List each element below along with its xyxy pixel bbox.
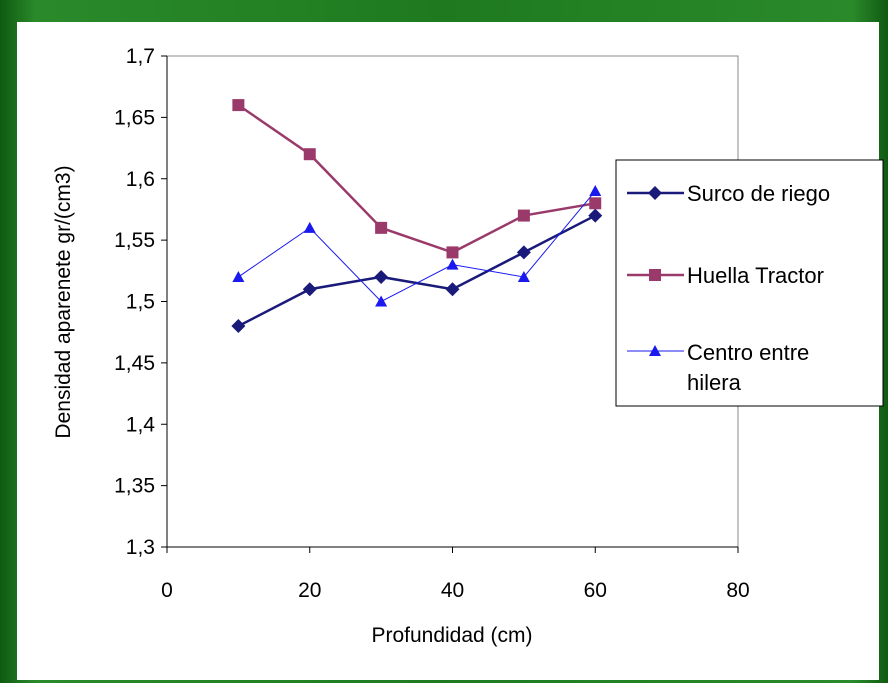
data-point <box>517 209 530 222</box>
legend-label-huella: Huella Tractor <box>687 263 824 288</box>
y-axis-title: Densidad aparenete gr/(cm3) <box>52 165 75 438</box>
y-tick-label: 1,45 <box>114 352 155 375</box>
x-tick-label: 80 <box>726 579 749 602</box>
data-point <box>303 221 316 233</box>
data-point <box>516 245 531 260</box>
data-point <box>446 246 459 259</box>
axes: 1,3 1,35 1,4 1,45 1,5 1,55 1,6 1,65 1,7 0 20 40 60 80 <box>114 45 750 602</box>
legend-box <box>615 159 884 407</box>
x-axis-title: Profundidad (cm) <box>371 624 532 647</box>
x-tick-label: 40 <box>441 579 464 602</box>
data-point <box>445 282 460 297</box>
x-tick-label: 20 <box>298 579 321 602</box>
legend-label-centro-line2: hilera <box>687 370 742 395</box>
series-line <box>237 104 596 254</box>
data-point <box>303 148 316 161</box>
y-tick-label: 1,3 <box>126 536 155 559</box>
y-tick-label: 1,4 <box>126 413 156 436</box>
data-point <box>302 282 317 297</box>
data-point <box>231 319 246 334</box>
y-tick-label: 1,7 <box>126 45 155 68</box>
data-point <box>232 270 245 282</box>
y-tick-label: 1,55 <box>114 229 155 252</box>
series-diamond <box>231 208 603 334</box>
legend-marker-surco <box>648 186 662 200</box>
data-point <box>517 270 530 282</box>
legend-label-surco: Surco de riego <box>687 181 830 206</box>
legend-label-centro-line1: Centro entre <box>687 340 809 365</box>
series-square <box>232 99 602 259</box>
data-point <box>375 221 388 234</box>
data-point <box>589 197 602 210</box>
legend-marker-centro <box>649 345 661 356</box>
series-layer <box>231 99 603 334</box>
y-tick-label: 1,6 <box>126 168 155 191</box>
y-tick-label: 1,65 <box>114 106 155 129</box>
series-line <box>237 214 596 328</box>
data-point <box>446 258 459 270</box>
data-point <box>588 208 603 223</box>
legend-marker-huella <box>649 269 661 281</box>
series-triangle <box>232 185 602 307</box>
x-tick-label: 60 <box>584 579 607 602</box>
y-tick-label: 1,5 <box>126 291 155 314</box>
data-point <box>232 99 245 112</box>
x-tick-label: 0 <box>161 579 173 602</box>
data-point <box>589 185 602 197</box>
legend: Surco de riego Huella Tractor Centro ent… <box>615 159 884 407</box>
data-point <box>375 295 388 307</box>
data-point <box>374 269 389 284</box>
y-tick-label: 1,35 <box>114 475 155 498</box>
series-line <box>238 190 596 303</box>
